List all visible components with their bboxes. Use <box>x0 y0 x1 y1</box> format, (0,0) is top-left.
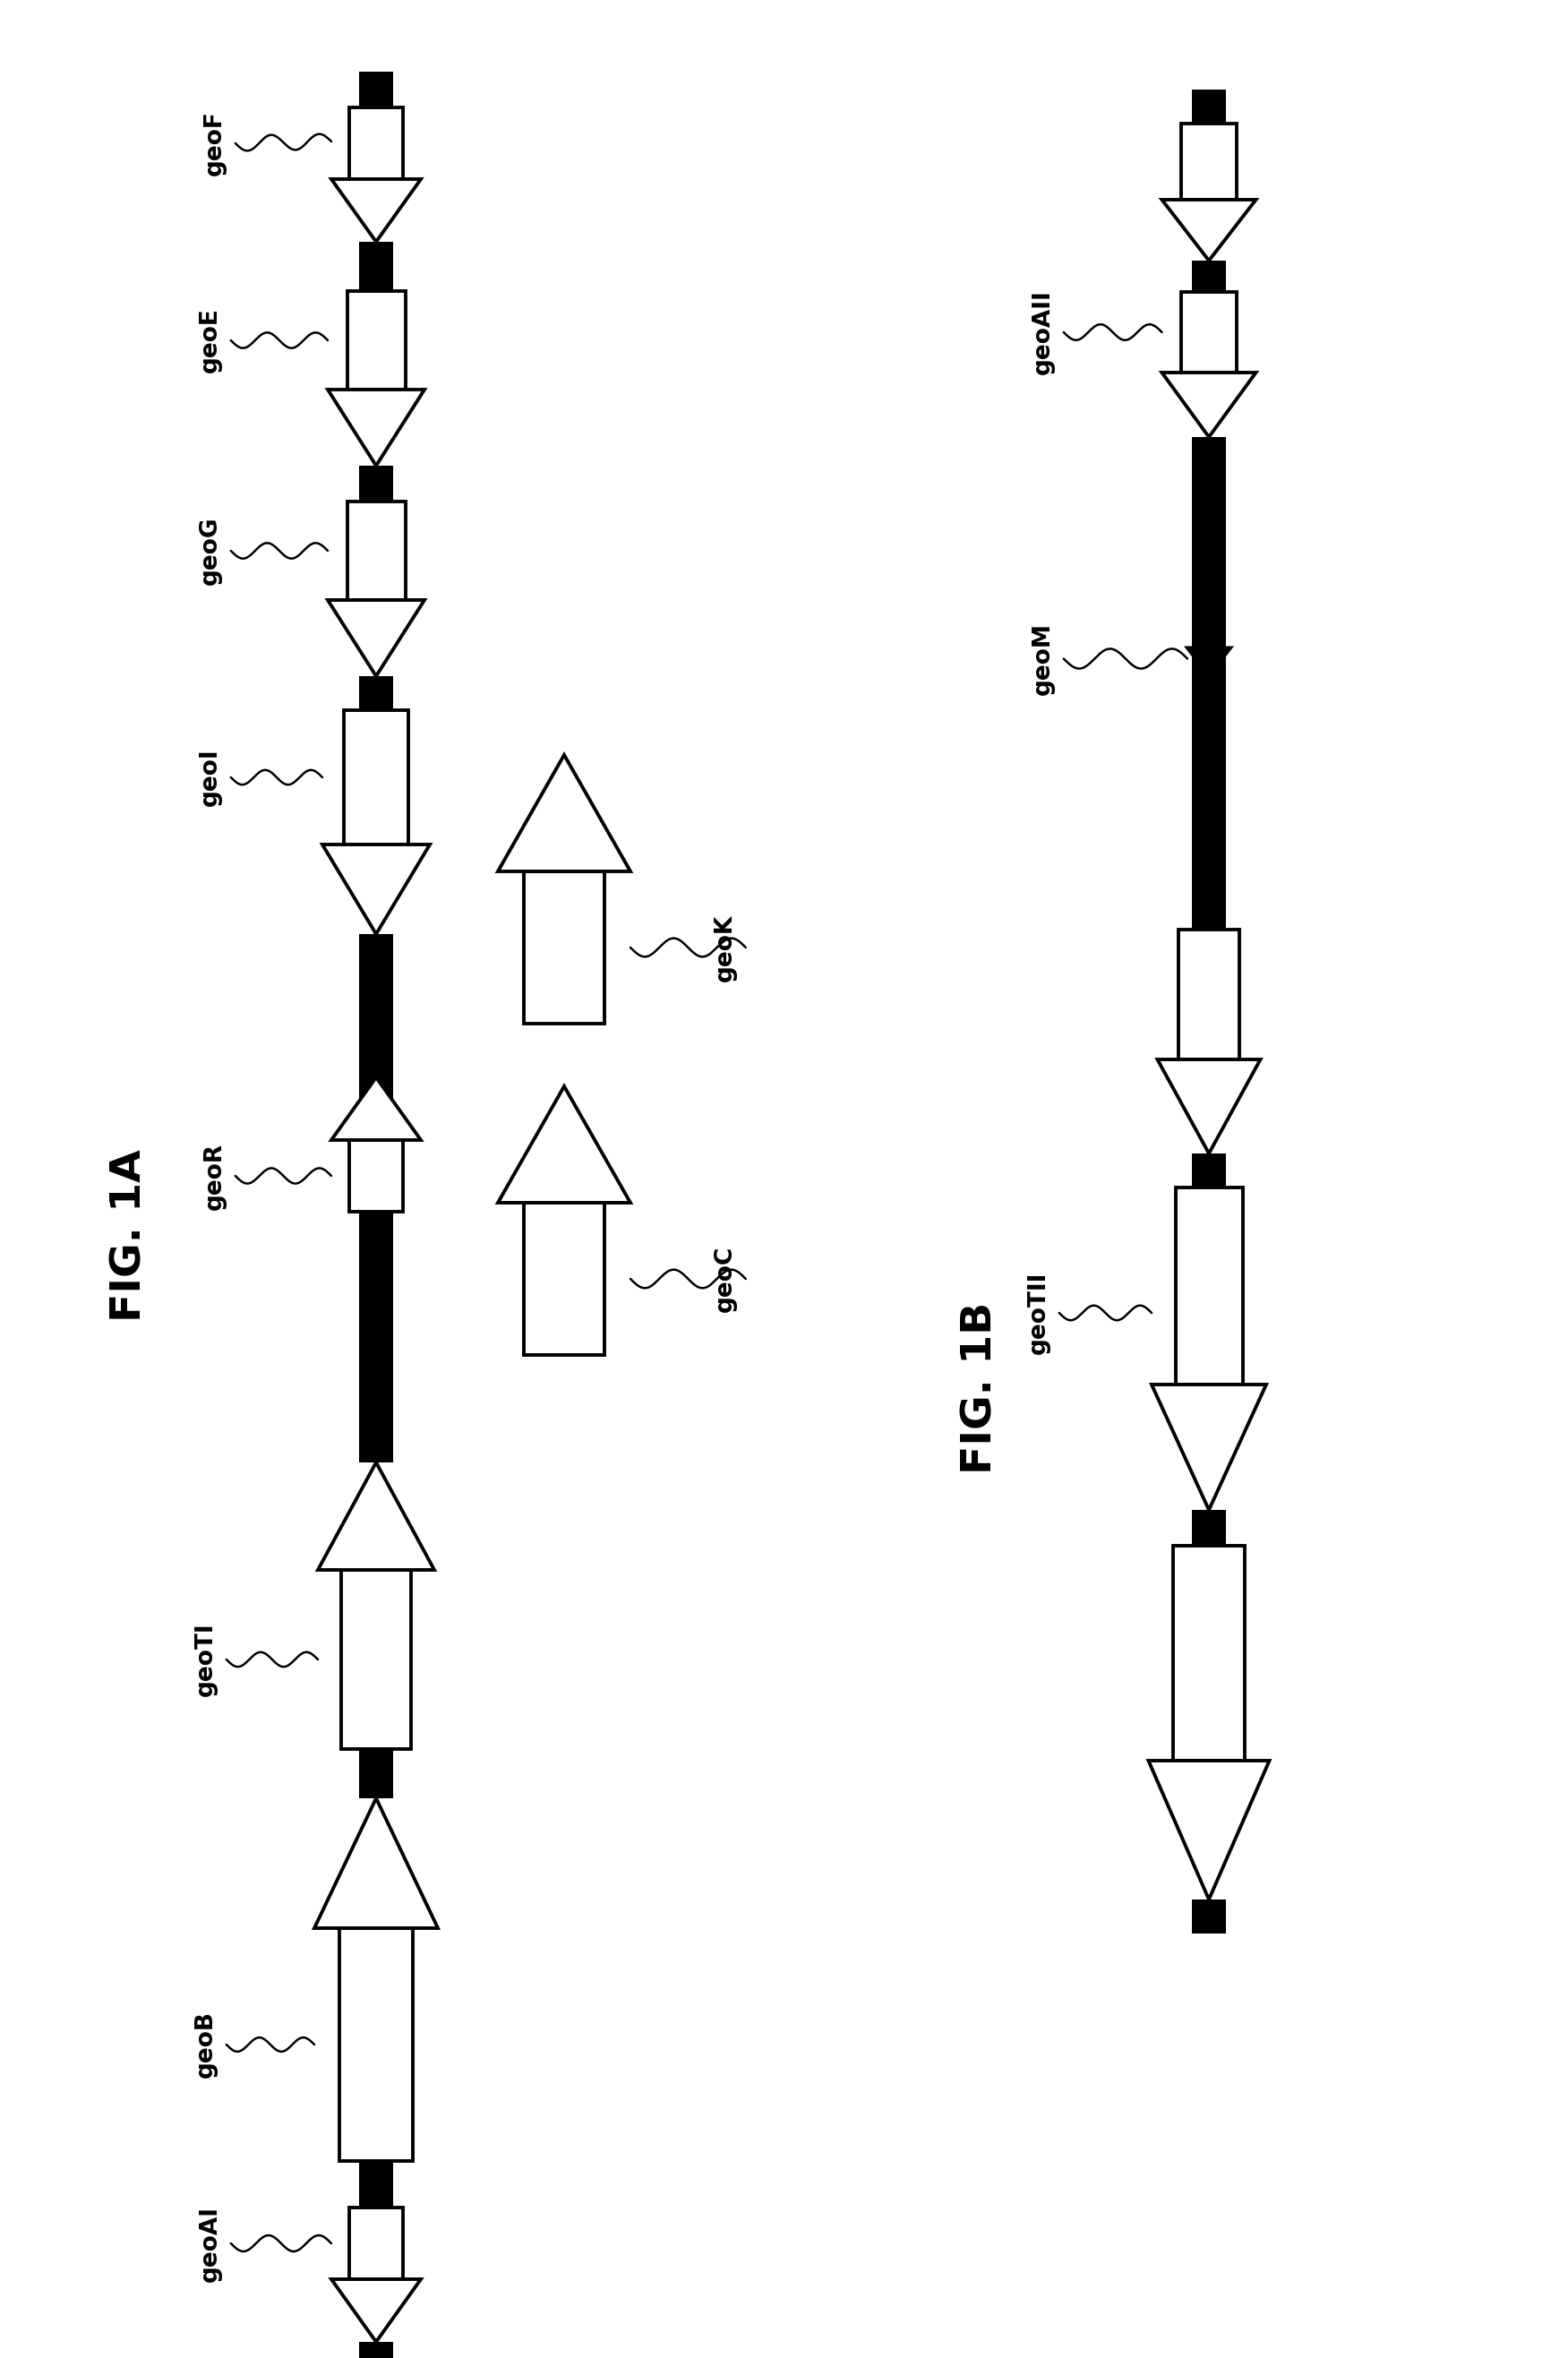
Bar <box>350 2207 403 2280</box>
Bar <box>524 872 604 1023</box>
Polygon shape <box>328 599 425 677</box>
Bar <box>1173 1547 1245 1761</box>
Bar <box>1192 436 1226 929</box>
Bar <box>1192 1901 1226 1934</box>
Polygon shape <box>318 1462 434 1570</box>
Bar <box>359 71 394 106</box>
Polygon shape <box>314 1799 437 1929</box>
Text: geoM: geoM <box>1032 623 1055 696</box>
Text: geoAII: geoAII <box>1032 290 1055 375</box>
Bar <box>350 108 403 179</box>
Polygon shape <box>499 755 630 872</box>
Bar <box>359 934 394 1221</box>
Bar <box>359 1221 394 1462</box>
Bar <box>1176 1188 1242 1384</box>
Text: geoG: geoG <box>199 516 223 585</box>
Polygon shape <box>499 1087 630 1203</box>
Bar <box>1192 1509 1226 1547</box>
Bar <box>339 1929 412 2160</box>
Text: geoF: geoF <box>204 111 226 177</box>
Bar <box>347 502 405 599</box>
Text: geoK: geoK <box>713 915 737 981</box>
Bar <box>359 1750 394 1799</box>
Polygon shape <box>1162 200 1256 262</box>
Bar <box>347 290 405 389</box>
Text: geoE: geoE <box>199 307 223 373</box>
Polygon shape <box>1151 1384 1267 1509</box>
Text: geoI: geoI <box>199 747 223 806</box>
Bar <box>359 2160 394 2207</box>
Polygon shape <box>1157 1059 1261 1153</box>
Bar <box>1181 123 1237 200</box>
Text: geoTI: geoTI <box>194 1622 218 1695</box>
Polygon shape <box>331 1078 420 1139</box>
Polygon shape <box>331 179 420 243</box>
Polygon shape <box>1184 646 1234 679</box>
Text: geoTII: geoTII <box>1027 1271 1051 1353</box>
Polygon shape <box>331 2280 420 2341</box>
Bar <box>342 1570 411 1750</box>
Bar <box>524 1203 604 1356</box>
Polygon shape <box>1148 1761 1270 1901</box>
Text: geoAI: geoAI <box>199 2205 223 2283</box>
Text: FIG. 1A: FIG. 1A <box>110 1151 151 1323</box>
Polygon shape <box>323 844 430 934</box>
Polygon shape <box>1162 373 1256 436</box>
Bar <box>343 710 408 844</box>
Text: geoB: geoB <box>194 2011 218 2077</box>
Bar <box>1192 262 1226 292</box>
Bar <box>1192 90 1226 123</box>
Bar <box>1192 1153 1226 1188</box>
Bar <box>1179 929 1239 1059</box>
Bar <box>359 465 394 502</box>
Text: FIG. 1B: FIG. 1B <box>961 1302 1000 1474</box>
Text: geoC: geoC <box>713 1245 737 1311</box>
Bar <box>359 243 394 290</box>
Text: geoR: geoR <box>204 1141 226 1210</box>
Bar <box>359 2341 394 2358</box>
Bar <box>359 677 394 710</box>
Bar <box>1181 292 1237 373</box>
Polygon shape <box>328 389 425 465</box>
Bar <box>350 1139 403 1212</box>
